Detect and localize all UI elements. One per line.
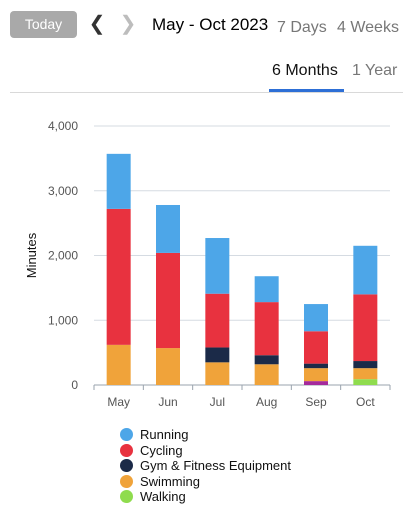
chevron-left-icon[interactable]: ❮ [88,13,106,35]
bar-segment-running[interactable] [304,304,328,332]
bar-segment-running[interactable] [353,245,378,295]
x-tick-label: Jul [210,395,225,409]
bar-segment-gym-fitness-equipment[interactable] [353,361,378,369]
chart-legend: Running Cycling Gym & Fitness Equipment Swi… [120,427,291,505]
legend-swatch [120,490,133,503]
legend-label: Gym & Fitness Equipment [140,458,291,473]
bar-segment-running[interactable] [106,153,131,209]
date-range-title: May - Oct 2023 [152,15,269,34]
bar-segment-cycling[interactable] [353,294,378,362]
bar-segment-swimming[interactable] [254,364,279,385]
tab-1-year[interactable]: 1 Year [352,62,398,79]
legend-label: Walking [140,489,186,504]
x-tick-label: Sep [305,395,327,409]
legend-swatch [120,428,133,441]
bar-segment-cycling[interactable] [106,208,131,345]
y-tick-label: 3,000 [48,184,78,198]
x-tick-label: May [107,395,130,409]
bar-segment-cycling[interactable] [156,252,180,349]
tab-4-weeks[interactable]: 4 Weeks [337,19,399,36]
legend-item[interactable]: Walking [120,489,291,505]
legend-label: Cycling [140,442,183,458]
x-tick-label: Oct [356,395,375,409]
bar-segment-other[interactable] [304,381,328,385]
legend-item[interactable]: Cycling [120,443,291,459]
legend-label: Swimming [140,473,200,489]
legend-item[interactable]: Running [120,427,291,443]
legend-swatch [120,474,133,488]
chevron-right-icon[interactable]: ❯ [119,13,137,35]
bar-segment-swimming[interactable] [205,362,230,385]
bar-segment-swimming[interactable] [106,344,131,385]
bar-segment-swimming[interactable] [304,368,328,382]
bar-segment-running[interactable] [205,238,230,294]
bar-segment-running[interactable] [254,276,279,303]
bar-segment-cycling[interactable] [205,293,230,348]
tab-6-months[interactable]: 6 Months [272,62,338,79]
bar-segment-gym-fitness-equipment[interactable] [254,355,279,365]
legend-swatch [120,459,133,472]
bar-segment-cycling[interactable] [304,331,328,364]
bar-segment-cycling[interactable] [254,302,279,356]
bar-segment-gym-fitness-equipment[interactable] [205,347,230,363]
legend-item[interactable]: Gym & Fitness Equipment [120,458,291,474]
legend-swatch [120,443,133,457]
header-divider [10,92,403,93]
bar-segment-running[interactable] [156,204,180,253]
bar-segment-swimming[interactable] [353,368,378,380]
bar-segment-gym-fitness-equipment[interactable] [304,363,328,369]
x-tick-label: Aug [256,395,277,409]
y-tick-label: 0 [71,378,78,392]
x-tick-label: Jun [158,395,177,409]
today-button[interactable]: Today [10,11,77,38]
y-axis-title: Minutes [24,232,39,278]
legend-item[interactable]: Swimming [120,474,291,490]
bar-segment-walking[interactable] [353,379,378,385]
y-tick-label: 1,000 [48,313,78,327]
tab-7-days[interactable]: 7 Days [277,19,327,36]
y-tick-label: 2,000 [48,249,78,263]
active-tab-indicator [269,89,344,92]
legend-label: Running [140,427,189,442]
stacked-bar-chart: 0 1,000 2,000 3,000 4,000 Minutes May Jun Jul Aug… [24,119,391,409]
bar-segment-swimming[interactable] [156,348,180,385]
y-tick-label: 4,000 [48,119,78,133]
